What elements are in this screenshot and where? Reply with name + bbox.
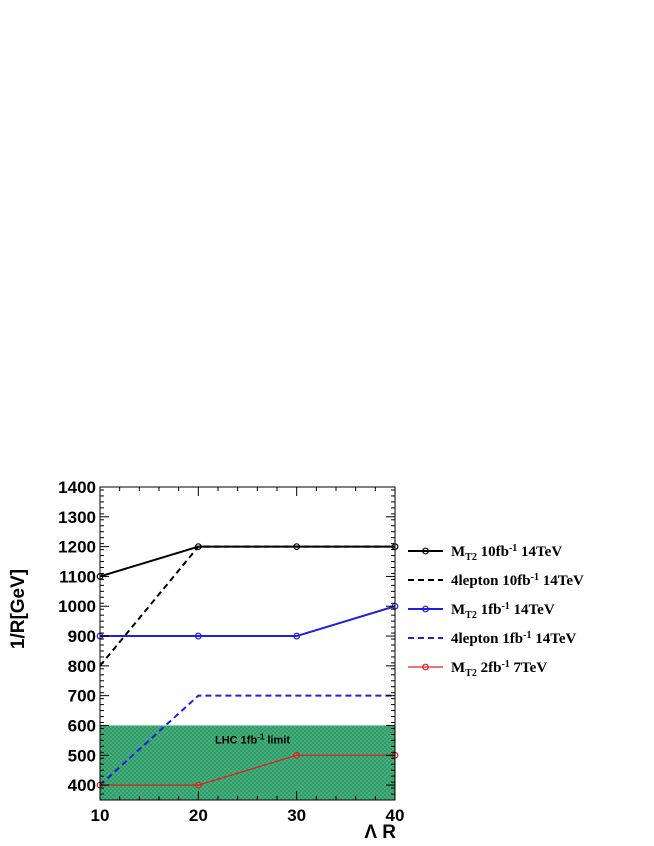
legend-label-3: MT2 1fb-1 14TeV xyxy=(451,601,555,621)
x-tick-label: 10 xyxy=(91,806,110,825)
series-5-point-2 xyxy=(194,781,202,789)
y-tick-label: 1100 xyxy=(59,567,96,586)
series-3-point-2 xyxy=(194,632,202,640)
y-tick-label: 800 xyxy=(68,657,96,676)
legend-label-1: MT2 10fb-1 14TeV xyxy=(451,543,562,563)
series-line-3 xyxy=(100,605,396,638)
y-axis-title: 1/R[GeV] xyxy=(8,569,29,649)
series-3-point-3 xyxy=(293,632,301,640)
series-line-4 xyxy=(99,694,395,786)
series-1-point-2 xyxy=(194,543,202,551)
x-tick-label: 40 xyxy=(386,806,405,825)
y-tick-label: 1200 xyxy=(58,538,96,557)
lhc-limit-band xyxy=(100,725,395,800)
y-tick-label: 1000 xyxy=(58,597,96,616)
legend-label-4: 4lepton 1fb-1 14TeV xyxy=(451,630,576,647)
legend-marker-1 xyxy=(422,547,429,555)
y-tick-label: 400 xyxy=(68,776,96,795)
legend-label-5: MT2 2fb-1 7TeV xyxy=(451,659,547,679)
x-axis-title: Λ R xyxy=(364,822,396,843)
plot-frame xyxy=(99,486,396,801)
x-tick-label: 30 xyxy=(287,806,306,825)
legend-label-2: 4lepton 10fb-1 14TeV xyxy=(451,572,584,589)
y-tick-label: 500 xyxy=(68,746,96,765)
band-label: LHC 1fb-1 limit xyxy=(215,732,290,746)
series-5-point-3 xyxy=(293,751,301,759)
series-line-5 xyxy=(100,754,395,786)
legend-marker-5 xyxy=(422,663,429,671)
y-tick-label: 600 xyxy=(68,716,96,735)
series-line-1 xyxy=(99,545,395,578)
axis-ticks: 10 20 30 40 400 500 600 700 800 900 1000 1100 1200 13… xyxy=(58,478,404,825)
x-tick-label: 20 xyxy=(189,806,208,825)
y-tick-label: 700 xyxy=(68,687,96,706)
legend-marker-3 xyxy=(422,605,429,613)
series-line-2 xyxy=(99,545,395,667)
y-tick-label: 900 xyxy=(68,627,96,646)
legend: MT2 10fb-1 14TeV 4lepton 10fb-1 14TeV MT2 … xyxy=(408,543,584,679)
y-tick-label: 1400 xyxy=(58,478,96,497)
y-tick-label: 1300 xyxy=(58,508,96,527)
